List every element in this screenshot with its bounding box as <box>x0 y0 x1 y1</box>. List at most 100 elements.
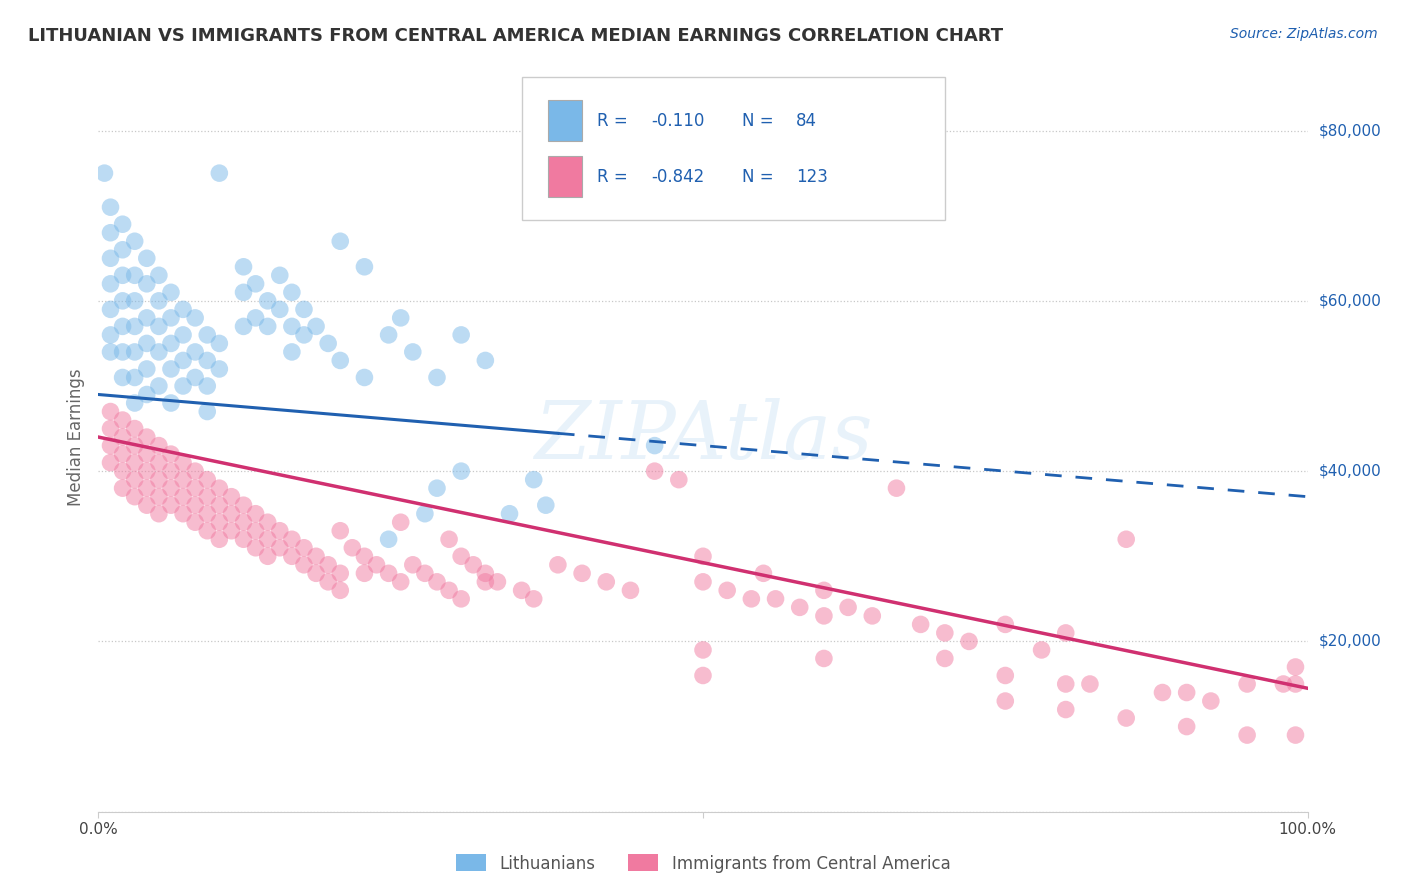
Text: N =: N = <box>742 168 773 186</box>
Point <box>245 310 267 325</box>
Point <box>523 591 546 606</box>
Point <box>172 490 194 504</box>
Point <box>160 336 183 351</box>
Point <box>111 413 134 427</box>
Point <box>208 498 231 512</box>
Point <box>281 533 304 547</box>
Point <box>292 302 315 317</box>
Point <box>837 600 859 615</box>
Point <box>148 293 170 308</box>
Point <box>148 490 170 504</box>
Point <box>389 574 412 589</box>
Point <box>135 498 157 512</box>
Point <box>353 549 375 564</box>
Point <box>232 285 254 300</box>
Point <box>1115 711 1137 725</box>
Point <box>160 498 183 512</box>
Point <box>124 293 146 308</box>
Point <box>100 421 122 435</box>
Point <box>160 464 183 478</box>
Point <box>232 533 254 547</box>
Text: R =: R = <box>596 112 627 129</box>
Point <box>111 370 134 384</box>
Point <box>426 574 449 589</box>
Point <box>232 319 254 334</box>
Point <box>1175 685 1198 699</box>
Point <box>184 310 207 325</box>
Point <box>1284 677 1306 691</box>
Text: N =: N = <box>742 112 773 129</box>
Point <box>269 524 291 538</box>
Point <box>148 473 170 487</box>
Point <box>366 558 388 572</box>
Point <box>765 591 787 606</box>
Point <box>195 327 218 342</box>
Point <box>305 566 328 581</box>
FancyBboxPatch shape <box>522 78 945 219</box>
Point <box>124 268 146 283</box>
Point <box>160 362 183 376</box>
Point <box>208 481 231 495</box>
Point <box>124 456 146 470</box>
Text: LITHUANIAN VS IMMIGRANTS FROM CENTRAL AMERICA MEDIAN EARNINGS CORRELATION CHART: LITHUANIAN VS IMMIGRANTS FROM CENTRAL AM… <box>28 27 1004 45</box>
Point <box>813 608 835 623</box>
Point <box>245 277 267 291</box>
Point <box>692 574 714 589</box>
Point <box>329 566 352 581</box>
Point <box>124 345 146 359</box>
Point <box>1054 677 1077 691</box>
Point <box>148 456 170 470</box>
Point <box>474 353 496 368</box>
Point <box>160 285 183 300</box>
Point <box>124 319 146 334</box>
Point <box>124 234 146 248</box>
Point <box>184 370 207 384</box>
Point <box>172 473 194 487</box>
Point <box>668 473 690 487</box>
Point <box>208 362 231 376</box>
Point <box>329 353 352 368</box>
FancyBboxPatch shape <box>548 100 582 141</box>
Point <box>100 252 122 266</box>
Point <box>135 310 157 325</box>
Point <box>148 439 170 453</box>
Point <box>124 439 146 453</box>
Point <box>1175 720 1198 734</box>
Point <box>256 549 278 564</box>
Point <box>111 319 134 334</box>
Point <box>450 327 472 342</box>
Point <box>426 370 449 384</box>
Point <box>860 608 883 623</box>
Point <box>232 260 254 274</box>
Point <box>1236 677 1258 691</box>
Point <box>172 353 194 368</box>
Point <box>172 456 194 470</box>
Point <box>245 507 267 521</box>
Point <box>160 447 183 461</box>
Point <box>184 481 207 495</box>
Point <box>111 430 134 444</box>
Point <box>111 243 134 257</box>
Point <box>135 464 157 478</box>
Point <box>269 268 291 283</box>
Point <box>184 498 207 512</box>
Point <box>353 566 375 581</box>
Point <box>184 345 207 359</box>
Point <box>389 310 412 325</box>
Point <box>886 481 908 495</box>
Point <box>100 456 122 470</box>
Point <box>413 566 436 581</box>
Point <box>245 541 267 555</box>
Point <box>1054 626 1077 640</box>
Point <box>195 404 218 418</box>
Point <box>716 583 738 598</box>
Point <box>148 507 170 521</box>
Point <box>269 302 291 317</box>
Point <box>377 566 399 581</box>
Point <box>619 583 641 598</box>
Point <box>135 481 157 495</box>
Point <box>510 583 533 598</box>
Point <box>474 574 496 589</box>
Point <box>813 651 835 665</box>
Point <box>292 327 315 342</box>
